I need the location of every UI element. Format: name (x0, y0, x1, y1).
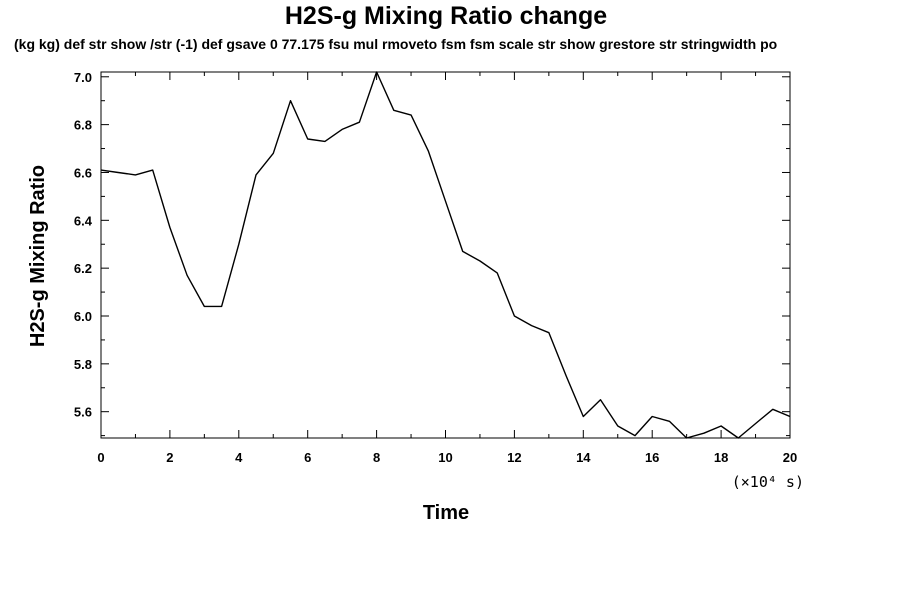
y-tick-label: 6.0 (74, 309, 92, 324)
x-tick-label: 20 (783, 450, 797, 465)
chart-subtitle: (kg kg) def str show /str (-1) def gsave… (14, 36, 777, 52)
axis-ticks (100, 72, 791, 438)
x-tick-label: 6 (304, 450, 311, 465)
axis-tick-labels: 0 2 4 6 8 10 12 14 16 18 20 5.6 5.8 6.0 6.2 6.4 6.6 6.8 7.… (74, 70, 797, 465)
y-tick-label: 5.8 (74, 357, 92, 372)
series-line (100, 71, 791, 439)
chart-title: H2S-g Mixing Ratio change (285, 2, 607, 30)
x-tick-label: 12 (507, 450, 521, 465)
x-axis-unit: (×10⁴ s) (732, 473, 804, 491)
y-tick-label: 5.6 (74, 405, 92, 420)
x-tick-label: 8 (373, 450, 380, 465)
x-tick-label: 10 (438, 450, 452, 465)
x-tick-label: 0 (97, 450, 104, 465)
x-tick-label: 14 (576, 450, 591, 465)
x-tick-label: 2 (166, 450, 173, 465)
plot-frame (100, 71, 791, 439)
y-tick-label: 6.2 (74, 261, 92, 276)
x-tick-label: 4 (235, 450, 243, 465)
series-layer (100, 71, 791, 439)
y-axis-label: H2S-g Mixing Ratio (27, 165, 49, 347)
y-tick-label: 6.8 (74, 118, 92, 133)
x-axis-label: Time (423, 502, 469, 524)
x-tick-label: 18 (714, 450, 728, 465)
y-tick-label: 6.4 (74, 213, 93, 228)
x-tick-label: 16 (645, 450, 659, 465)
y-tick-label: 6.6 (74, 165, 92, 180)
y-tick-label: 7.0 (74, 70, 92, 85)
